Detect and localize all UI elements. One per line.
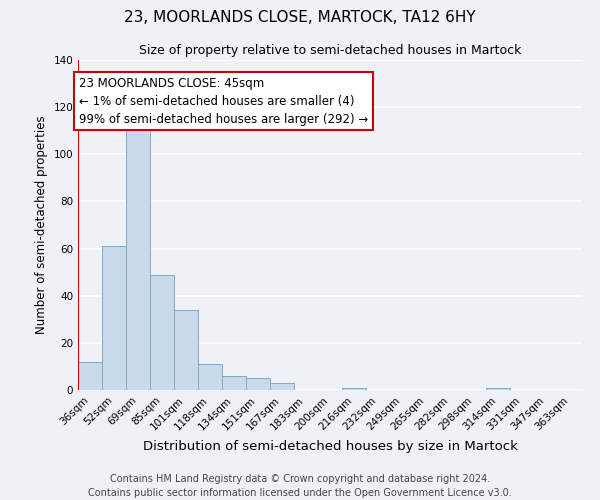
Bar <box>126 124 150 390</box>
Bar <box>198 364 222 390</box>
Bar <box>246 378 270 390</box>
Bar <box>102 246 126 390</box>
Bar <box>222 376 246 390</box>
Bar <box>150 274 174 390</box>
X-axis label: Distribution of semi-detached houses by size in Martock: Distribution of semi-detached houses by … <box>143 440 517 453</box>
Title: Size of property relative to semi-detached houses in Martock: Size of property relative to semi-detach… <box>139 44 521 58</box>
Text: 23 MOORLANDS CLOSE: 45sqm
← 1% of semi-detached houses are smaller (4)
99% of se: 23 MOORLANDS CLOSE: 45sqm ← 1% of semi-d… <box>79 76 368 126</box>
Bar <box>342 388 366 390</box>
Bar <box>78 362 102 390</box>
Bar <box>270 383 294 390</box>
Bar <box>486 388 510 390</box>
Y-axis label: Number of semi-detached properties: Number of semi-detached properties <box>35 116 48 334</box>
Text: 23, MOORLANDS CLOSE, MARTOCK, TA12 6HY: 23, MOORLANDS CLOSE, MARTOCK, TA12 6HY <box>124 10 476 25</box>
Text: Contains HM Land Registry data © Crown copyright and database right 2024.
Contai: Contains HM Land Registry data © Crown c… <box>88 474 512 498</box>
Bar <box>174 310 198 390</box>
